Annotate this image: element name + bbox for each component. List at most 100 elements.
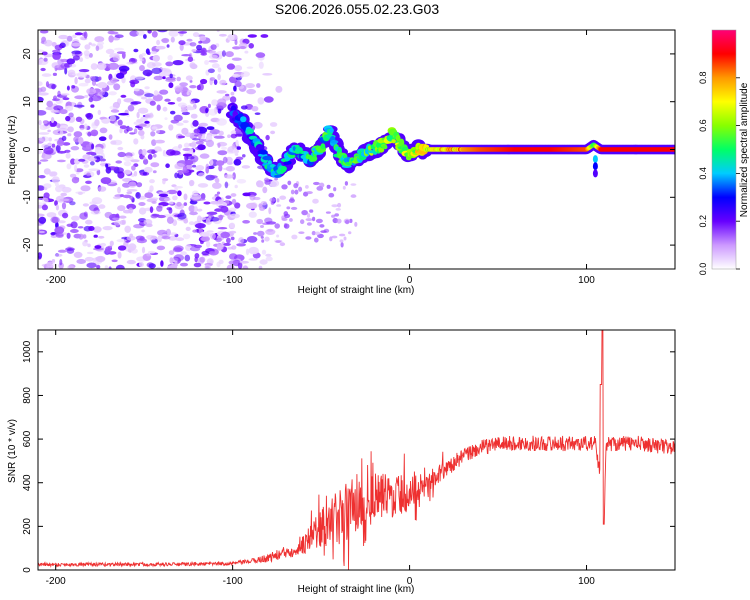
noise-speck [97,109,102,115]
snr-y-tick-label: 200 [22,518,33,535]
noise-speck [305,236,312,240]
noise-speck [38,81,43,87]
noise-speck [232,172,236,180]
noise-speck [166,189,178,195]
noise-speck [70,221,78,229]
noise-speck [77,226,84,229]
noise-speck [126,235,136,241]
noise-speck [52,52,61,60]
noise-speck [246,202,257,210]
noise-speck [38,119,42,126]
noise-speck [88,168,100,171]
noise-speck [43,168,51,175]
noise-speck [283,223,290,229]
noise-speck [174,85,183,92]
noise-speck [196,44,203,51]
noise-speck [313,181,320,186]
noise-speck [208,108,218,116]
noise-speck [124,225,131,233]
noise-speck [206,126,215,130]
noise-speck [90,161,95,166]
noise-speck [117,251,122,259]
noise-speck [218,33,227,37]
noise-speck [190,193,202,200]
noise-speck [218,214,223,221]
noise-speck [275,240,281,243]
noise-speck [79,57,84,62]
noise-speck [173,186,183,189]
noise-speck [38,49,45,53]
noise-speck [207,68,215,74]
noise-speck [68,112,74,118]
noise-speck [151,67,162,75]
noise-speck [344,219,350,225]
noise-speck [248,43,254,49]
noise-speck [130,101,139,106]
noise-speck [333,187,337,192]
noise-speck [143,157,147,160]
noise-speck [152,54,160,62]
noise-speck [209,175,218,179]
noise-speck [68,63,77,68]
noise-speck [214,177,220,183]
noise-speck [258,265,263,269]
noise-speck [115,160,122,164]
noise-speck [227,134,231,138]
noise-speck [234,65,243,72]
noise-speck [144,93,154,98]
noise-speck [227,246,234,250]
noise-speck [69,201,76,206]
noise-speck [156,266,161,269]
noise-speck [88,53,93,58]
noise-speck [209,159,214,166]
noise-speck [192,164,197,168]
noise-speck [335,208,341,211]
noise-speck [216,243,223,251]
noise-speck [350,183,357,186]
noise-speck [107,62,119,70]
noise-speck [173,254,185,262]
noise-speck [124,245,135,252]
noise-speck [287,180,292,186]
noise-speck [156,104,161,111]
noise-speck [276,234,280,238]
noise-speck [331,235,338,239]
spectrogram-y-axis: -20 -10 0 10 20 [22,48,675,252]
noise-speck [178,144,183,149]
noise-speck [180,109,189,113]
snr-y-tick-label: 0 [22,567,33,573]
noise-speck [232,73,241,78]
noise-speck [135,192,141,199]
noise-speck [105,246,111,254]
noise-speck [113,107,117,110]
noise-speck [217,227,228,230]
noise-speck [41,73,52,77]
noise-speck [257,97,265,105]
noise-speck [344,181,348,186]
noise-speck [73,104,85,108]
noise-speck [94,36,105,43]
noise-speck [135,235,145,241]
noise-speck [162,76,166,80]
noise-speck [59,109,68,115]
noise-speck [163,197,171,202]
noise-speck [114,34,124,38]
noise-speck [246,66,254,69]
noise-speck [52,98,60,102]
noise-speck [156,39,161,46]
noise-speck [329,236,333,242]
noise-speck [156,205,163,212]
noise-speck [340,242,344,248]
noise-speck [229,207,237,212]
noise-speck [134,76,144,80]
noise-speck [145,48,150,55]
noise-speck [90,104,95,108]
noise-speck [181,111,190,116]
noise-speck [97,41,105,46]
noise-speck [100,242,107,247]
noise-speck [76,259,86,264]
noise-speck [309,209,314,213]
noise-speck [67,133,72,137]
snr-x-tick-label: -100 [223,576,243,587]
noise-speck [191,141,197,149]
